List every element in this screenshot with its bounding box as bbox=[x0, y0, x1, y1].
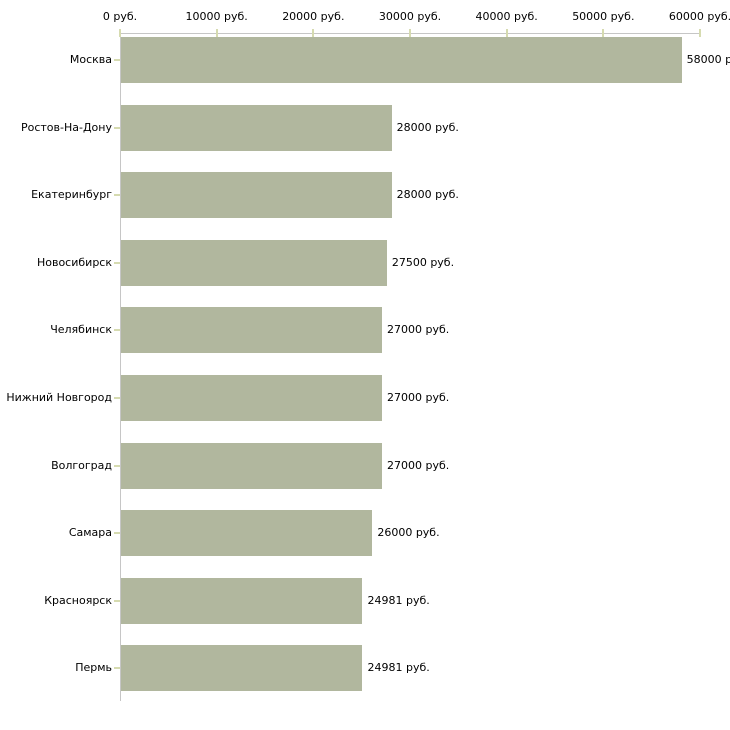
category-label: Нижний Новгород bbox=[6, 391, 112, 404]
bar-value-label: 24981 руб. bbox=[367, 593, 430, 607]
x-axis-tick-label: 40000 руб. bbox=[475, 10, 538, 23]
bar bbox=[121, 510, 373, 557]
category-label: Ростов-На-Дону bbox=[20, 120, 112, 134]
x-axis-tick-label: 50000 руб. bbox=[572, 10, 635, 23]
category-tick-mark bbox=[114, 532, 120, 535]
bar bbox=[121, 172, 392, 219]
x-axis-tick-mark bbox=[119, 29, 121, 37]
category-tick-mark bbox=[114, 329, 120, 332]
category-label: Челябинск bbox=[50, 323, 112, 337]
bar-value-label: 28000 руб. bbox=[396, 120, 459, 134]
category-label: Екатеринбург bbox=[31, 188, 112, 202]
x-axis-tick-label: 30000 руб. bbox=[378, 10, 442, 23]
bar bbox=[121, 239, 387, 286]
category-label: Пермь bbox=[75, 661, 112, 675]
category-label: Самара bbox=[68, 526, 112, 540]
x-axis-tick-mark bbox=[505, 29, 508, 37]
bar bbox=[121, 375, 382, 421]
bar-value-label: 26000 руб. bbox=[377, 526, 440, 540]
bar bbox=[121, 442, 382, 489]
bar-value-label: 27000 руб. bbox=[387, 391, 450, 404]
bar-value-label: 27500 руб. bbox=[391, 255, 455, 269]
bar-value-label: 58000 руб. bbox=[686, 53, 730, 66]
bar-value-label: 27000 руб. bbox=[387, 323, 450, 337]
category-label: Новосибирск bbox=[36, 255, 112, 269]
category-label: Красноярск bbox=[44, 593, 112, 607]
bar bbox=[121, 577, 363, 624]
category-tick-mark bbox=[114, 599, 120, 602]
x-axis-tick-mark bbox=[602, 29, 605, 37]
x-axis-tick-mark bbox=[215, 29, 218, 37]
category-tick-mark bbox=[114, 667, 120, 670]
category-tick-mark bbox=[114, 464, 120, 467]
x-axis-tick-mark bbox=[312, 29, 315, 37]
x-axis-tick-label: 60000 руб. bbox=[668, 10, 730, 23]
category-tick-mark bbox=[114, 126, 120, 129]
category-tick-mark bbox=[114, 194, 120, 197]
category-tick-mark bbox=[114, 397, 120, 399]
x-axis-tick-label: 10000 руб. bbox=[185, 10, 248, 23]
category-tick-mark bbox=[114, 59, 120, 61]
x-axis-tick-mark bbox=[409, 29, 411, 37]
bar-value-label: 24981 руб. bbox=[367, 661, 430, 675]
x-axis-tick-label: 0 руб. bbox=[102, 10, 138, 23]
category-label: Волгоград bbox=[51, 458, 112, 472]
bar bbox=[121, 645, 363, 692]
category-tick-mark bbox=[114, 261, 120, 264]
x-axis-tick-mark bbox=[699, 29, 701, 37]
x-axis-tick-label: 20000 руб. bbox=[282, 10, 345, 23]
bar-value-label: 28000 руб. bbox=[396, 188, 459, 202]
bar bbox=[121, 104, 392, 151]
bar bbox=[121, 37, 682, 83]
bar-value-label: 27000 руб. bbox=[387, 458, 450, 472]
bar bbox=[121, 307, 382, 354]
category-label: Москва bbox=[69, 53, 112, 66]
